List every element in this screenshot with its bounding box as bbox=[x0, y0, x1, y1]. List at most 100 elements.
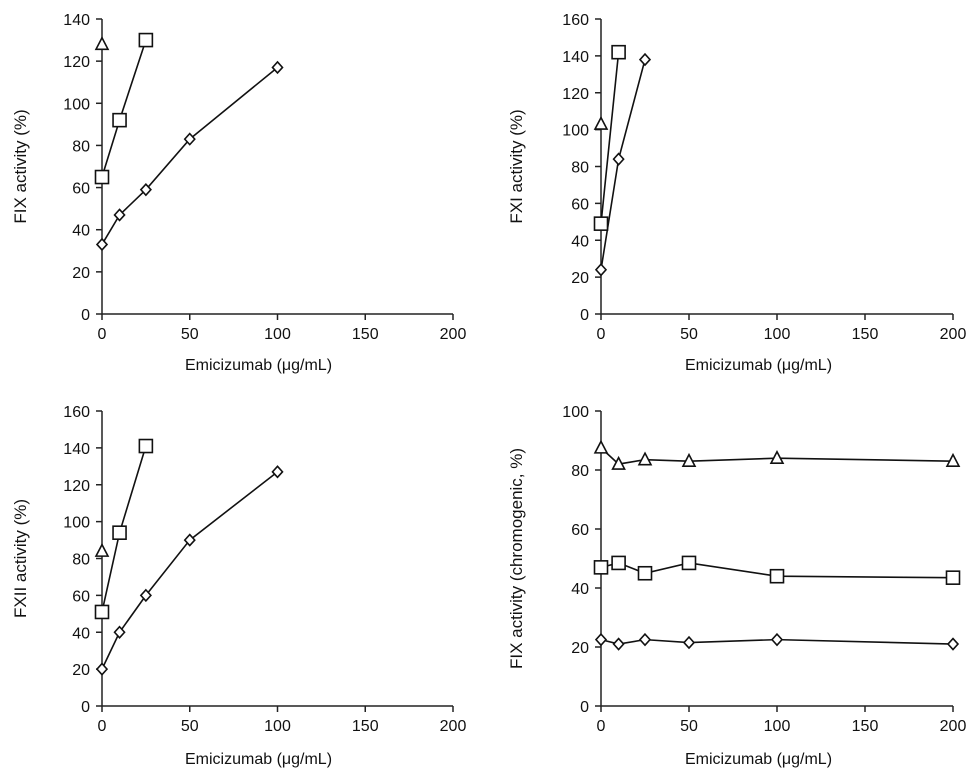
chart-panel-2: 0 20 40 60 80 100 120 140 160 0 50 100 150 200 Emicizu… bbox=[507, 12, 966, 374]
x-tick-label: 200 bbox=[440, 326, 467, 343]
y-tick-label: 60 bbox=[571, 522, 589, 539]
x-tick-label: 150 bbox=[352, 326, 379, 343]
x-tick-label: 50 bbox=[181, 326, 199, 343]
data-point-square bbox=[681, 555, 697, 571]
y-axis-label: FXI activity (%) bbox=[507, 109, 526, 223]
y-tick-label: 60 bbox=[571, 196, 589, 213]
y-tick-label: 40 bbox=[571, 233, 589, 250]
data-point-square bbox=[945, 570, 961, 585]
series-line-square bbox=[600, 52, 620, 224]
data-point-triangle bbox=[94, 542, 110, 557]
y-tick-label: 100 bbox=[562, 404, 589, 421]
y-tick-label: 0 bbox=[81, 307, 90, 324]
data-point-diamond bbox=[183, 132, 196, 146]
x-tick-label: 0 bbox=[597, 718, 606, 735]
y-tick-label: 60 bbox=[72, 181, 90, 198]
y-tick-label: 140 bbox=[63, 12, 90, 29]
data-point-diamond bbox=[638, 632, 652, 647]
x-tick-label: 50 bbox=[680, 326, 698, 343]
y-tick-label: 20 bbox=[72, 265, 90, 282]
data-point-square bbox=[637, 565, 653, 581]
data-point-square bbox=[769, 568, 785, 584]
y-tick-label: 80 bbox=[571, 463, 589, 480]
x-tick-label: 0 bbox=[98, 718, 107, 735]
y-tick-label: 20 bbox=[571, 640, 589, 657]
data-point-diamond bbox=[612, 152, 625, 166]
chart-panel-1: 0 20 40 60 80 100 120 140 0 50 100 150 200 Emicizumab… bbox=[11, 12, 466, 374]
y-tick-label: 100 bbox=[63, 515, 90, 532]
x-tick-label: 150 bbox=[352, 718, 379, 735]
y-tick-label: 60 bbox=[72, 588, 90, 605]
x-tick-label: 100 bbox=[764, 326, 791, 343]
y-axis-label: FIX activity (chromogenic, %) bbox=[507, 448, 526, 669]
chart-panel-4: 0 20 40 60 80 100 0 50 100 150 200 Emicizumab (μg/m… bbox=[507, 404, 966, 768]
x-tick-label: 100 bbox=[264, 718, 291, 735]
data-point-diamond bbox=[139, 588, 152, 603]
y-tick-label: 0 bbox=[580, 307, 589, 324]
x-tick-label: 200 bbox=[940, 326, 967, 343]
data-point-triangle bbox=[593, 115, 609, 130]
data-point-diamond bbox=[113, 625, 126, 639]
y-tick-label: 20 bbox=[571, 270, 589, 287]
y-tick-label: 120 bbox=[63, 478, 90, 495]
x-tick-label: 50 bbox=[181, 718, 199, 735]
data-point-square bbox=[611, 44, 626, 60]
data-point-diamond bbox=[271, 60, 284, 75]
x-axis-label: Emicizumab (μg/mL) bbox=[685, 751, 832, 768]
y-tick-label: 80 bbox=[72, 138, 90, 155]
chart-panel-3: 0 20 40 60 80 100 120 140 160 0 50 100 150 200 Emicizu… bbox=[11, 404, 466, 768]
y-tick-label: 80 bbox=[571, 160, 589, 177]
y-tick-label: 80 bbox=[72, 552, 90, 569]
x-tick-label: 200 bbox=[440, 718, 467, 735]
x-tick-label: 50 bbox=[680, 718, 698, 735]
x-tick-label: 0 bbox=[597, 326, 606, 343]
data-point-square bbox=[611, 555, 626, 571]
y-axis-label: FXII activity (%) bbox=[11, 499, 30, 618]
x-tick-label: 200 bbox=[940, 718, 967, 735]
x-tick-label: 150 bbox=[852, 326, 879, 343]
series-line-triangle bbox=[600, 447, 954, 465]
data-point-diamond bbox=[113, 208, 126, 222]
y-tick-label: 160 bbox=[562, 12, 589, 29]
y-tick-label: 120 bbox=[63, 54, 90, 71]
y-tick-label: 0 bbox=[580, 699, 589, 716]
data-point-square bbox=[112, 525, 127, 540]
data-point-diamond bbox=[594, 263, 608, 277]
x-axis-label: Emicizumab (μg/mL) bbox=[685, 357, 832, 374]
x-axis-label: Emicizumab (μg/mL) bbox=[185, 357, 332, 374]
data-point-square bbox=[112, 112, 127, 128]
data-point-square bbox=[593, 560, 609, 575]
data-point-triangle bbox=[593, 439, 609, 454]
data-point-square bbox=[593, 216, 609, 231]
y-axis-label: FIX activity (%) bbox=[11, 109, 30, 223]
data-point-diamond bbox=[95, 237, 109, 252]
data-point-diamond bbox=[946, 637, 960, 651]
data-point-diamond bbox=[95, 662, 109, 676]
y-tick-label: 120 bbox=[562, 86, 589, 103]
y-tick-label: 100 bbox=[562, 123, 589, 140]
x-tick-label: 150 bbox=[852, 718, 879, 735]
x-tick-label: 100 bbox=[764, 718, 791, 735]
data-point-diamond bbox=[271, 465, 284, 479]
data-point-diamond bbox=[612, 637, 625, 651]
y-tick-label: 140 bbox=[562, 49, 589, 66]
x-axis-label: Emicizumab (μg/mL) bbox=[185, 751, 332, 768]
data-point-diamond bbox=[594, 632, 608, 647]
y-tick-label: 40 bbox=[72, 625, 90, 642]
data-point-square bbox=[94, 604, 110, 620]
data-point-triangle bbox=[637, 451, 653, 466]
data-point-triangle bbox=[611, 455, 626, 470]
data-point-diamond bbox=[139, 182, 152, 197]
y-tick-label: 140 bbox=[63, 441, 90, 458]
x-tick-label: 100 bbox=[264, 326, 291, 343]
data-point-triangle bbox=[769, 449, 785, 465]
series-line-square bbox=[101, 39, 147, 178]
data-point-square bbox=[94, 169, 110, 185]
data-point-triangle bbox=[945, 452, 961, 467]
data-point-square bbox=[138, 438, 154, 454]
y-tick-label: 100 bbox=[63, 96, 90, 113]
y-tick-label: 0 bbox=[81, 699, 90, 716]
y-tick-label: 160 bbox=[63, 404, 90, 421]
data-point-diamond bbox=[638, 52, 652, 67]
